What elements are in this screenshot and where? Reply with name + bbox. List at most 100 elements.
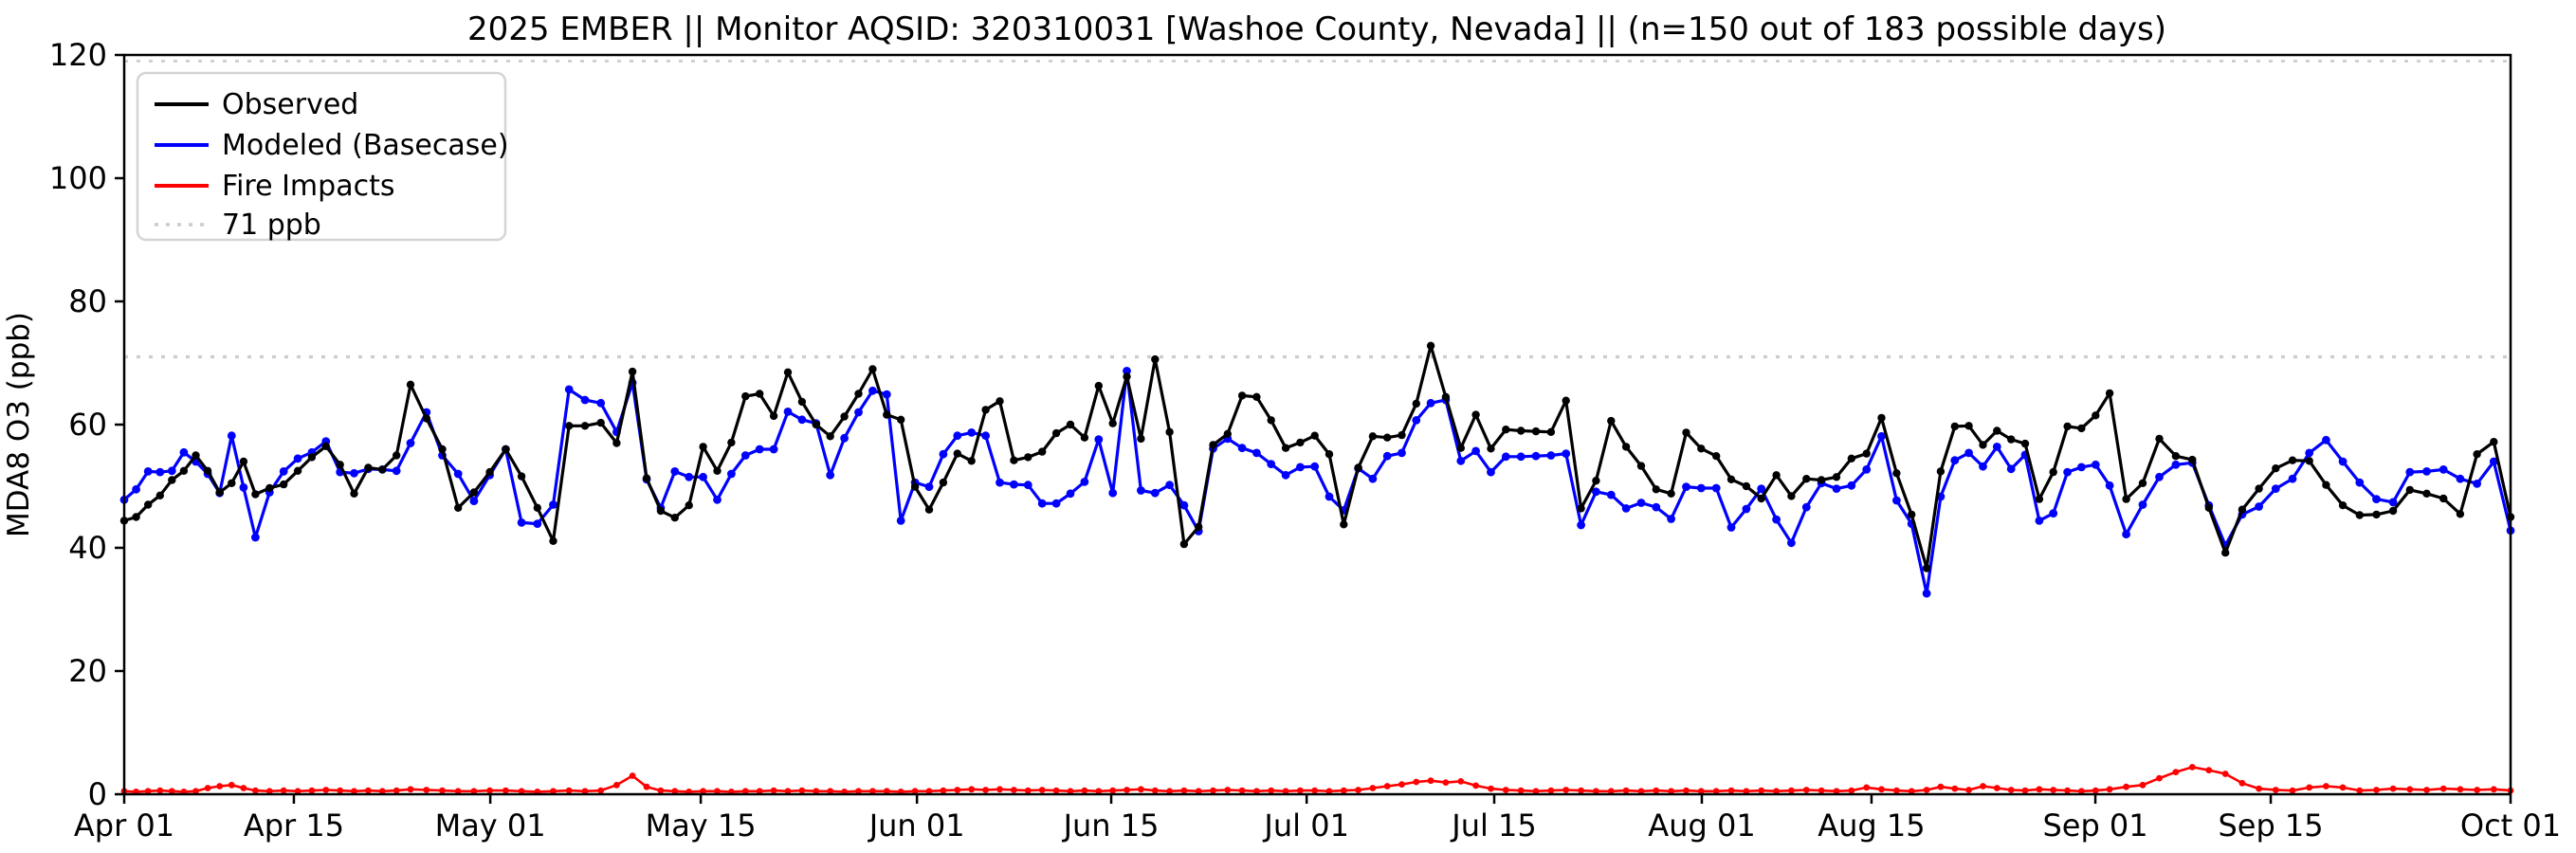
data-point — [2388, 498, 2398, 507]
data-point — [1310, 431, 1319, 440]
data-point — [581, 788, 589, 795]
data-point — [2489, 457, 2498, 466]
data-point — [967, 457, 976, 465]
data-point — [1847, 481, 1856, 490]
data-point — [1051, 428, 1061, 438]
data-point — [564, 385, 574, 394]
y-tick-label: 20 — [68, 653, 107, 689]
data-point — [1833, 788, 1840, 795]
data-point — [2106, 786, 2113, 793]
data-point — [2473, 450, 2481, 459]
data-point — [812, 420, 820, 429]
data-point — [1165, 427, 1174, 436]
data-point — [350, 468, 358, 478]
data-point — [240, 785, 247, 791]
data-point — [1037, 499, 1047, 508]
data-point — [1757, 484, 1766, 493]
data-point — [1922, 589, 1931, 598]
data-point — [713, 495, 722, 504]
data-point — [1923, 787, 1930, 793]
data-point — [2474, 787, 2481, 793]
data-point — [685, 501, 693, 510]
data-point — [883, 788, 890, 795]
data-point — [2490, 786, 2497, 793]
plot-frame — [122, 53, 2512, 796]
data-point — [2456, 474, 2465, 483]
data-point — [1108, 488, 1118, 498]
data-point — [423, 787, 430, 793]
data-point — [1712, 452, 1721, 461]
data-point — [203, 466, 212, 475]
data-point — [1726, 475, 1736, 483]
data-point — [1151, 787, 1159, 794]
data-point — [1124, 787, 1130, 793]
data-point — [1456, 456, 1466, 465]
data-point — [1487, 467, 1495, 477]
data-point — [1398, 448, 1406, 458]
data-point — [1052, 787, 1060, 794]
x-tick-label: Jun 15 — [1062, 808, 1160, 844]
data-point — [279, 467, 288, 476]
data-point — [882, 390, 891, 399]
data-point — [1937, 783, 1945, 790]
data-point — [1502, 787, 1509, 793]
y-tick-label: 120 — [49, 37, 107, 73]
data-point — [1109, 787, 1117, 794]
data-point — [827, 788, 834, 795]
data-point — [216, 783, 224, 789]
data-point — [1369, 785, 1377, 791]
data-point — [1166, 788, 1173, 795]
data-point — [407, 786, 414, 793]
data-point — [549, 536, 557, 545]
data-point — [896, 517, 905, 525]
data-point — [1325, 492, 1334, 501]
data-point — [1024, 787, 1032, 794]
data-point — [1758, 787, 1765, 794]
data-point — [2272, 464, 2280, 473]
data-point — [925, 788, 933, 795]
data-point — [1383, 783, 1391, 789]
data-point — [1817, 476, 1826, 484]
data-point — [2156, 774, 2163, 782]
x-tick-label: Sep 15 — [2218, 808, 2323, 844]
data-point — [813, 788, 820, 795]
x-tick-label: Jun 01 — [868, 808, 965, 844]
data-point — [1893, 787, 1900, 794]
data-point — [685, 472, 694, 481]
x-tick-label: Jul 15 — [1450, 808, 1537, 844]
data-point — [2122, 495, 2130, 503]
data-point — [280, 787, 287, 794]
data-point — [239, 482, 248, 492]
data-point — [337, 787, 344, 794]
data-point — [769, 411, 778, 421]
data-point — [2139, 781, 2147, 789]
data-point — [486, 787, 493, 794]
data-point — [1517, 787, 1525, 794]
data-point — [2322, 435, 2330, 445]
data-point — [168, 476, 176, 484]
data-point — [868, 365, 877, 373]
data-point — [996, 397, 1004, 406]
data-point — [1340, 787, 1347, 794]
data-point — [1209, 441, 1217, 449]
data-point — [1908, 510, 1916, 519]
y-axis-label: MDA8 O3 (ppb) — [2, 312, 36, 537]
data-point — [167, 466, 176, 476]
data-point — [1412, 399, 1421, 408]
data-point — [1743, 788, 1750, 795]
data-point — [1095, 788, 1103, 795]
y-tick-label: 100 — [49, 160, 107, 196]
data-point — [1457, 778, 1465, 785]
data-point — [613, 781, 620, 789]
x-tick-label: Aug 15 — [1818, 808, 1925, 844]
data-point — [1150, 488, 1160, 498]
data-point — [797, 415, 807, 425]
data-point — [2272, 787, 2279, 793]
data-point — [1223, 429, 1233, 438]
data-point — [1382, 451, 1392, 461]
data-point — [1667, 515, 1675, 523]
data-point — [699, 472, 707, 481]
data-point — [422, 414, 430, 423]
data-point — [1652, 485, 1661, 494]
